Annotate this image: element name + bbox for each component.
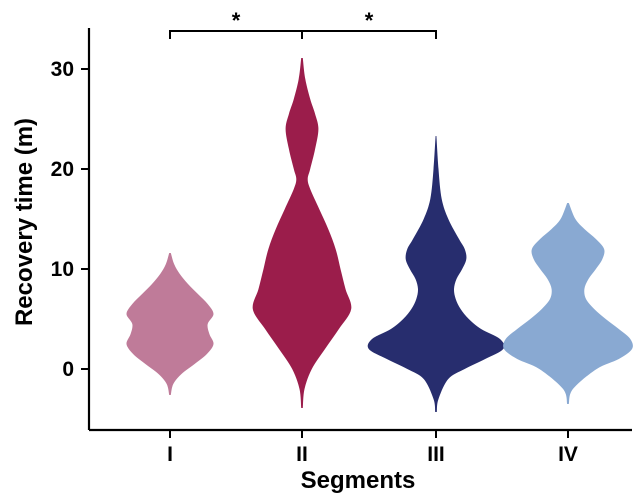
significance-annotations: * * — [169, 8, 437, 39]
x-axis: I II III IV — [89, 428, 632, 466]
x-axis-title: Segments — [301, 467, 416, 493]
violin-III — [367, 136, 505, 412]
y-tick-label: 30 — [51, 58, 74, 81]
y-tick-label: 0 — [62, 358, 74, 381]
violin-IV — [503, 203, 633, 404]
x-tick-label: I — [167, 443, 173, 466]
significance-star: * — [232, 8, 241, 33]
x-tick-label: III — [427, 443, 445, 466]
significance-star: * — [365, 8, 374, 33]
violins — [126, 58, 633, 412]
violin-II — [252, 58, 352, 408]
y-axis: 0 10 20 30 — [51, 28, 91, 430]
x-tick-label: II — [296, 443, 308, 466]
x-tick-label: IV — [558, 443, 578, 466]
violin-I — [126, 253, 214, 395]
y-axis-title: Recovery time (m) — [11, 118, 38, 326]
y-tick-label: 20 — [51, 158, 74, 181]
significance-bracket — [301, 30, 437, 39]
y-tick-label: 10 — [51, 258, 74, 281]
